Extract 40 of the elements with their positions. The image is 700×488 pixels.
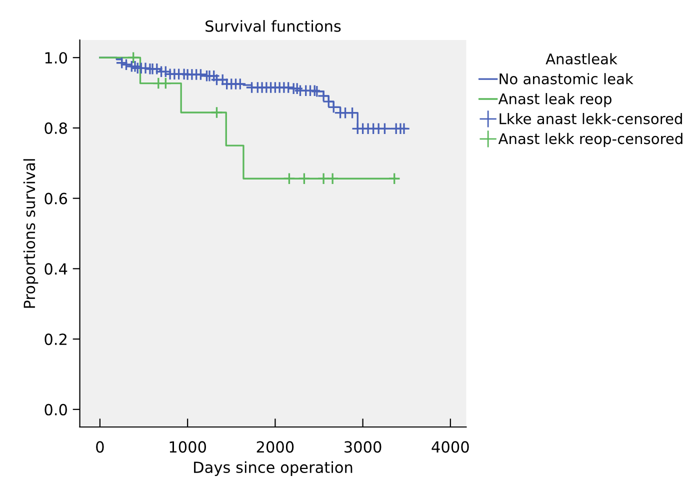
chart-title: Survival functions [206,20,341,32]
point [159,77,172,90]
legend-title: Anastleak [546,53,618,64]
point [127,51,140,64]
point [310,85,324,98]
point [282,172,296,185]
point [308,84,321,97]
y-tick-label: 0.2 [44,334,66,346]
x-tick-label: 0 [96,441,104,453]
point [128,60,142,73]
y-tick-label: 0.0 [44,404,67,416]
legend-label: Anast lekk reop-censored [498,132,682,148]
y-axis-title: Proportions survival [23,159,38,308]
point [378,122,391,135]
y-tick-label: 0.4 [44,263,68,275]
point [216,74,229,86]
point [317,90,330,102]
point [290,82,304,95]
x-tick-label: 3000 [344,441,382,453]
point [388,172,401,185]
point [398,122,410,135]
y-tick-label: 0.6 [44,192,68,204]
x-tick-label: 1000 [170,441,206,453]
point [298,172,310,185]
x-tick-label: 2000 [256,441,294,453]
y-tick-label: 0.8 [44,122,67,134]
point [317,172,330,185]
point [322,95,335,108]
y-tick-label: 1.0 [45,52,67,64]
legend-label: Lkke anast lekk-censored [500,112,682,124]
x-tick-label: 4000 [432,441,469,453]
point [120,58,132,71]
x-axis-title: Days since operation [194,461,352,476]
legend-label: Anast leak reop [498,93,612,108]
legend-label: No anastomic leak [500,73,634,84]
point [210,106,223,119]
point [116,56,128,70]
point [346,106,359,120]
point [326,172,339,185]
point [327,100,340,114]
